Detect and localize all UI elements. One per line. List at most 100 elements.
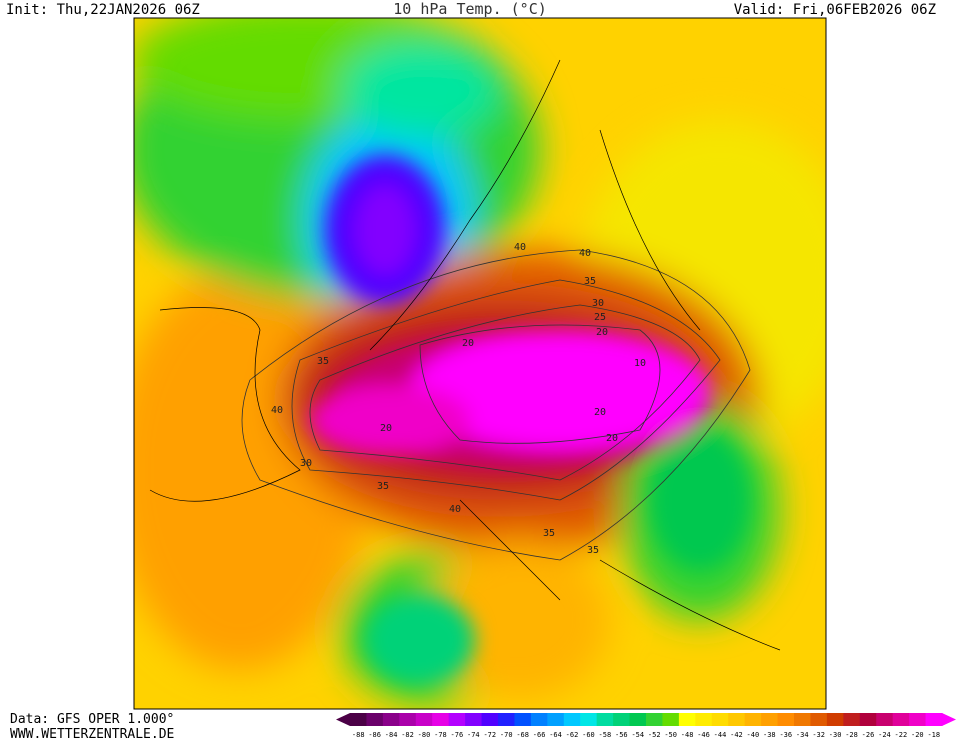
colorbar-label: -40 (747, 731, 760, 739)
colorbar-swatch (563, 713, 581, 726)
map-title: 10 hPa Temp. (°C) (393, 0, 547, 18)
contour-label: 20 (462, 338, 474, 349)
contour-label: 40 (271, 405, 283, 416)
colorbar-label: -22 (895, 731, 908, 739)
colorbar-swatch (678, 713, 696, 726)
contour-label: 40 (449, 504, 461, 515)
contour-label: 30 (300, 458, 312, 469)
colorbar-label: -68 (516, 731, 529, 739)
colorbar-swatch (629, 713, 647, 726)
colorbar-swatch (744, 713, 762, 726)
contour-label: 10 (634, 358, 646, 369)
colorbar-swatch (925, 713, 943, 726)
colorbar-label: -80 (418, 731, 431, 739)
colorbar-swatch (596, 713, 614, 726)
colorbar-swatch (728, 713, 746, 726)
colorbar-swatch (498, 713, 515, 726)
colorbar-swatch (465, 713, 483, 726)
colorbar-label: -58 (599, 731, 612, 739)
contour-label: 40 (579, 248, 591, 259)
colorbar-swatch (547, 713, 565, 726)
colorbar-swatch (580, 713, 598, 726)
colorbar-label: -52 (648, 731, 661, 739)
contour-label: 20 (594, 407, 606, 418)
colorbar-swatch (382, 713, 400, 726)
colorbar-label: -84 (385, 731, 398, 739)
colorbar-label: -66 (533, 731, 546, 739)
colorbar-label: -46 (697, 731, 710, 739)
colorbar-label: -64 (549, 731, 562, 739)
init-time: Init: Thu,22JAN2026 06Z (6, 2, 200, 18)
colorbar-label: -28 (845, 731, 858, 739)
colorbar-swatch (514, 713, 532, 726)
colorbar-swatch (859, 713, 877, 726)
colorbar-label: -86 (368, 731, 381, 739)
colorbar-label: -38 (763, 731, 776, 739)
colorbar-label: -30 (829, 731, 842, 739)
contour-label: 35 (377, 481, 389, 492)
contour-label: 20 (596, 327, 608, 338)
contour-label: 35 (584, 276, 596, 287)
colorbar-swatch (909, 713, 927, 726)
contour-label: 30 (592, 298, 604, 309)
colorbar-label: -48 (681, 731, 694, 739)
colorbar-arrow-high (942, 713, 956, 726)
colorbar-label: -32 (812, 731, 825, 739)
colorbar-swatch (794, 713, 811, 726)
colorbar-swatch (350, 713, 367, 726)
contour-label: 35 (317, 356, 329, 367)
colorbar-swatch (711, 713, 729, 726)
contour-label: 20 (380, 423, 392, 434)
colorbar-swatch (613, 713, 631, 726)
colorbar-label: -60 (582, 731, 595, 739)
colorbar-swatch (662, 713, 680, 726)
colorbar-label: -88 (352, 731, 365, 739)
map-frame (133, 17, 827, 710)
colorbar-label: -78 (434, 731, 447, 739)
colorbar-label: -72 (483, 731, 496, 739)
colorbar-label: -42 (730, 731, 743, 739)
contour-label: 25 (594, 312, 606, 323)
colorbar-swatch (646, 713, 663, 726)
contour-label: 35 (543, 528, 555, 539)
colorbar-swatch (415, 713, 433, 726)
colorbar-swatch (892, 713, 910, 726)
colorbar-label: -62 (566, 731, 579, 739)
contour-labels: 40 35 30 25 20 10 20 20 35 40 35 35 40 30 20 35 40 20 (271, 242, 646, 556)
colorbar-label: -50 (664, 731, 677, 739)
contour-label: 35 (587, 545, 599, 556)
data-source: Data: GFS OPER 1.000° (10, 712, 174, 727)
colorbar-label: -26 (862, 731, 875, 739)
contour-label: 40 (514, 242, 526, 253)
colorbar-swatch (695, 713, 713, 726)
colorbar-swatch (481, 713, 499, 726)
contour-label: 20 (606, 433, 618, 444)
colorbar-swatch (399, 713, 417, 726)
colorbar-swatch (876, 713, 894, 726)
colorbar-label: -20 (911, 731, 924, 739)
colorbar-swatch (826, 713, 844, 726)
colorbar-label: -34 (796, 731, 809, 739)
colorbar-arrow-low (336, 713, 350, 726)
colorbar-swatch (761, 713, 779, 726)
colorbar-swatch (777, 713, 795, 726)
colorbar-label: -54 (631, 731, 644, 739)
colorbar-label: -24 (878, 731, 891, 739)
colorbar-swatch (810, 713, 828, 726)
colorbar-label: -56 (615, 731, 628, 739)
colorbar-swatch (448, 713, 466, 726)
colorbar-label: -74 (467, 731, 480, 739)
colorbar-label: -44 (714, 731, 727, 739)
website: WWW.WETTERZENTRALE.DE (10, 727, 174, 741)
colorbar-swatch (366, 713, 384, 726)
colorbar-swatch (530, 713, 548, 726)
valid-time: Valid: Fri,06FEB2026 06Z (734, 2, 936, 18)
colorbar-label: -76 (451, 731, 464, 739)
colorbar-swatch (432, 713, 450, 726)
colorbar-label: -70 (500, 731, 513, 739)
colorbar-label: -36 (779, 731, 792, 739)
colorbar-label: -18 (927, 731, 940, 739)
colorbar-label: -82 (401, 731, 414, 739)
